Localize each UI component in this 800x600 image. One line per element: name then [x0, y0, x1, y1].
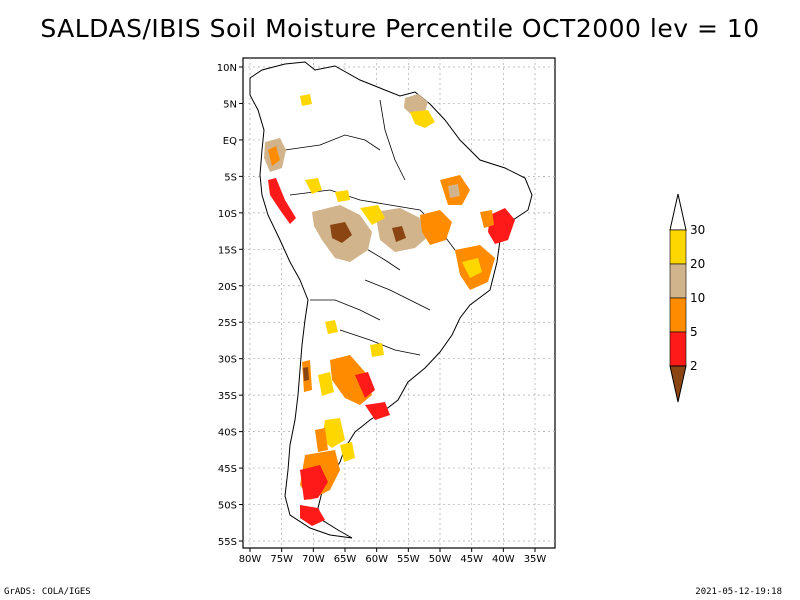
colorbar-level-label: 10 [690, 291, 705, 305]
lat-tick-label: 30S [218, 355, 237, 366]
lon-tick-label: 65W [334, 554, 357, 565]
colorbar-top-arrow [669, 193, 687, 231]
colorbar-level-label: 30 [690, 223, 705, 237]
lon-tick-label: 45W [460, 554, 483, 565]
colorbar-level-label: 2 [690, 359, 698, 373]
lat-tick-label: 5S [224, 172, 237, 183]
colorbar-bottom-arrow [669, 365, 687, 403]
colorbar-segment [669, 263, 687, 299]
lon-tick-label: 75W [270, 554, 293, 565]
colorbar-segment [669, 297, 687, 333]
lat-tick-label: 35S [218, 391, 237, 402]
lat-tick-label: 45S [218, 464, 237, 475]
lon-tick-label: 35W [524, 554, 547, 565]
lat-tick-label: 5N [223, 99, 237, 110]
lon-tick-label: 80W [239, 554, 262, 565]
footer-credit: GrADS: COLA/IGES [4, 587, 91, 597]
colorbar-segment [669, 229, 687, 265]
lat-tick-label: 40S [218, 428, 237, 439]
colorbar-level-label: 5 [690, 325, 698, 339]
lon-tick-label: 70W [302, 554, 325, 565]
footer-timestamp: 2021-05-12-19:18 [695, 587, 782, 597]
lon-tick-label: 60W [365, 554, 388, 565]
lat-tick-label: 15S [218, 245, 237, 256]
lon-tick-label: 55W [397, 554, 420, 565]
lat-tick-label: 50S [218, 501, 237, 512]
lat-tick-label: 55S [218, 537, 237, 548]
colorbar-segment [669, 331, 687, 367]
axis-ticks: 80W 75W 70W 65W 60W 55W 50W 45W 40W 35W 10N 5N EQ 5S 1… [217, 63, 547, 565]
lat-tick-label: 10N [217, 63, 237, 74]
lon-tick-label: 40W [492, 554, 515, 565]
lat-tick-label: 10S [218, 209, 237, 220]
lat-tick-label: EQ [223, 136, 237, 147]
colorbar-level-label: 20 [690, 257, 705, 271]
lon-tick-label: 50W [429, 554, 452, 565]
percentile-patches [264, 94, 515, 526]
lat-tick-label: 20S [218, 282, 237, 293]
map-title: SALDAS/IBIS Soil Moisture Percentile OCT… [40, 14, 760, 43]
colorbar: 30 20 10 5 2 [669, 193, 705, 403]
lat-tick-label: 25S [218, 318, 237, 329]
